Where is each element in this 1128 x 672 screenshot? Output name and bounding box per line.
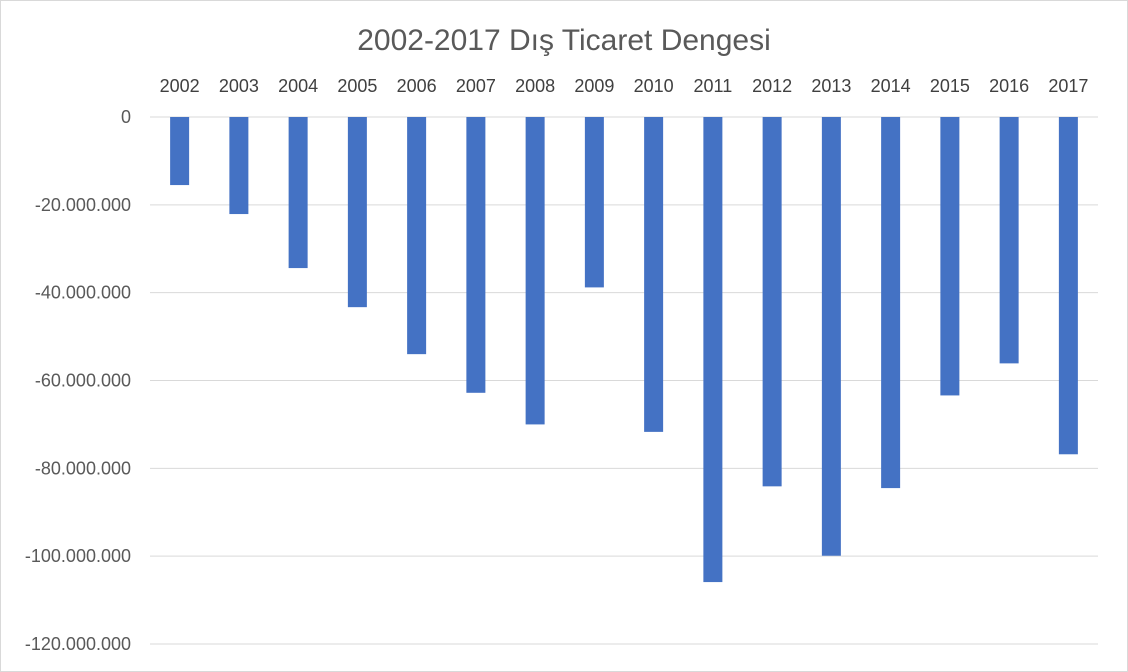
y-tick-label: -20.000.000 bbox=[35, 195, 131, 215]
bar-2010 bbox=[644, 117, 664, 432]
y-tick-label: 0 bbox=[121, 107, 131, 127]
bar-2015 bbox=[940, 117, 960, 396]
y-axis-tick-labels: 0 -20.000.000 -40.000.000 -60.000.000 -80.00… bbox=[25, 107, 131, 654]
y-tick-label: -40.000.000 bbox=[35, 283, 131, 303]
bar-2004 bbox=[288, 117, 308, 269]
y-tick-label: -120.000.000 bbox=[25, 634, 131, 654]
bar-2011 bbox=[703, 117, 723, 583]
x-tick-label: 2004 bbox=[278, 76, 318, 96]
x-tick-label: 2012 bbox=[752, 76, 792, 96]
bar-2016 bbox=[999, 117, 1019, 364]
x-tick-label: 2015 bbox=[930, 76, 970, 96]
bar-2006 bbox=[407, 117, 427, 355]
x-tick-label: 2017 bbox=[1048, 76, 1088, 96]
bar-2012 bbox=[762, 117, 782, 487]
x-tick-label: 2010 bbox=[634, 76, 674, 96]
x-tick-label: 2011 bbox=[694, 76, 733, 96]
x-tick-label: 2009 bbox=[574, 76, 614, 96]
x-tick-label: 2014 bbox=[871, 76, 911, 96]
bar-2003 bbox=[229, 117, 249, 215]
bar-2002 bbox=[170, 117, 190, 186]
bar-2017 bbox=[1058, 117, 1078, 455]
x-tick-label: 2007 bbox=[456, 76, 496, 96]
bar-2009 bbox=[584, 117, 604, 288]
bar-2008 bbox=[525, 117, 545, 425]
y-tick-label: -100.000.000 bbox=[25, 546, 131, 566]
gridlines bbox=[150, 116, 1098, 645]
x-tick-label: 2002 bbox=[160, 76, 200, 96]
x-tick-label: 2013 bbox=[811, 76, 851, 96]
x-tick-label: 2003 bbox=[219, 76, 259, 96]
y-tick-label: -60.000.000 bbox=[35, 371, 131, 391]
x-axis-tick-labels: 2002 2003 2004 2005 2006 2007 2008 2009 2010 2011… bbox=[160, 76, 1089, 96]
bar-2014 bbox=[881, 117, 901, 489]
bar-2007 bbox=[466, 117, 486, 393]
x-tick-label: 2008 bbox=[515, 76, 555, 96]
chart-title: 2002-2017 Dış Ticaret Dengesi bbox=[357, 24, 771, 57]
bars bbox=[170, 117, 1078, 583]
x-tick-label: 2006 bbox=[397, 76, 437, 96]
y-tick-label: -80.000.000 bbox=[35, 458, 131, 478]
x-tick-label: 2005 bbox=[337, 76, 377, 96]
bar-2005 bbox=[347, 117, 367, 308]
x-tick-label: 2016 bbox=[989, 76, 1029, 96]
bar-2013 bbox=[821, 117, 841, 556]
